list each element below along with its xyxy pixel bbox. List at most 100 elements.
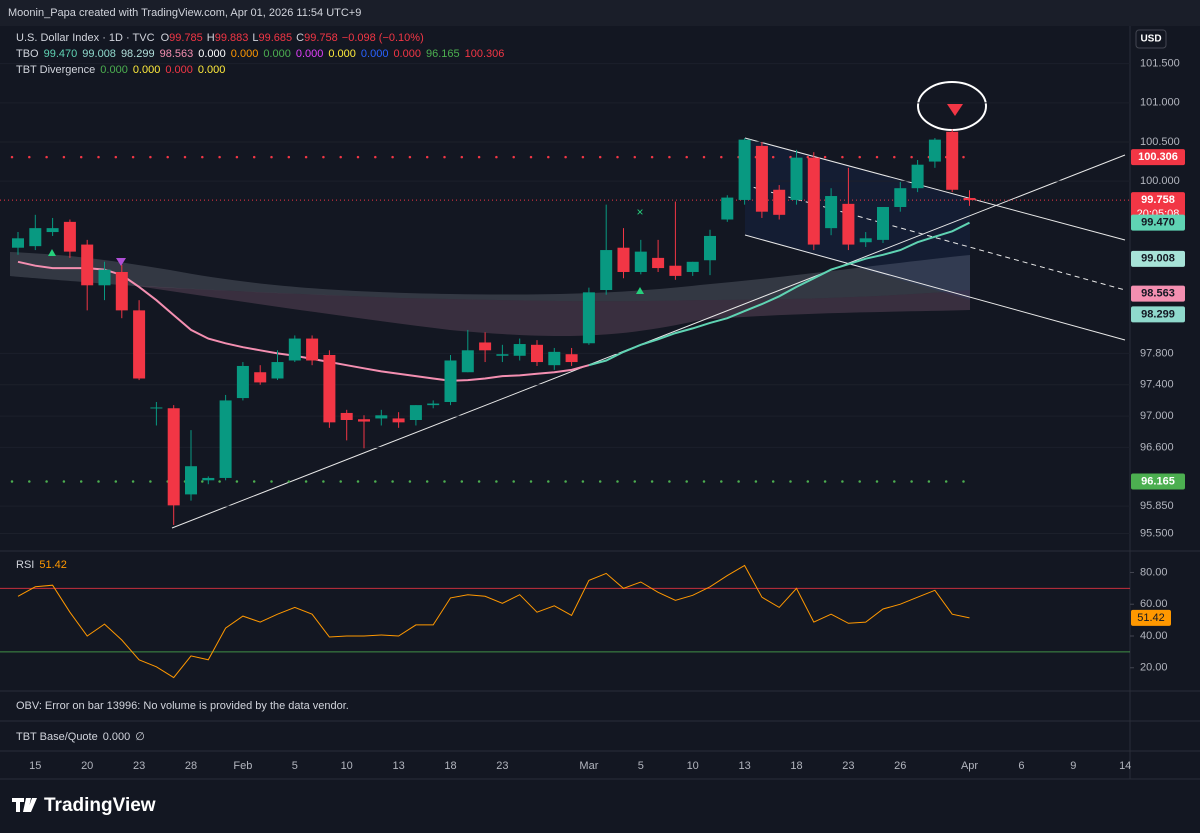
legend-row: TBO 99.470 99.008 98.299 98.563 0.000 0.000 0.0… [16,48,504,60]
x-tick-label: Feb [233,760,252,772]
base-quote: TBT Base/Quote 0.000 ∅ [16,731,145,743]
price-label: 100.306 [1138,151,1178,163]
cloud-band [130,285,970,336]
x-tick-label: 9 [1070,760,1076,772]
indicator-value: 0.000 [100,64,128,76]
channel-line [744,137,1126,241]
price-label-box [1131,214,1185,231]
price-label-box [1131,306,1185,323]
y-tick-label: 100.500 [1140,136,1180,148]
y-tick-label: 97.400 [1140,379,1174,391]
candle-body [928,139,941,162]
candle-body [375,415,388,419]
candle-body [859,238,872,243]
credit: Moonin_Papa created with TradingView.com… [8,7,361,19]
candle-body [479,342,492,351]
ohlc-key: C [296,32,304,44]
indicator-value: 0.000 [198,64,226,76]
candle-body [894,188,907,207]
candle-body [323,355,336,423]
indicator-value: 98.299 [121,48,155,60]
x-tick-label: 10 [687,760,699,772]
x-tick-label: 23 [496,760,508,772]
brand: TradingView [12,795,156,816]
ohlc-value: 99.758 [304,32,338,44]
signal-cross: × [636,205,643,219]
ohlc-key: O [161,32,170,44]
candle-body [790,157,803,200]
indicator-value: 0.000 [361,48,389,60]
obv-note: OBV: Error on bar 13996: No volume is pr… [16,700,349,712]
candle-body [98,269,111,286]
price-label: 99.758 [1141,194,1175,206]
candle-body [392,418,405,423]
signal-marker [48,249,56,256]
x-tick-label: 13 [738,760,750,772]
x-tick-label: 5 [292,760,298,772]
rsi-tick-label: 80.00 [1140,566,1168,578]
x-tick-label: 6 [1018,760,1024,772]
x-tick-label: 10 [341,760,353,772]
candle-body [444,360,457,402]
candle-body [271,362,284,379]
x-tick-label: 15 [29,760,41,772]
y-tick-label: 95.500 [1140,527,1174,539]
symbol: U.S. Dollar Index · 1D · TVC [16,32,155,44]
candle-body [46,228,59,233]
candle-body [877,206,889,240]
x-tick-label: 18 [790,760,802,772]
candle-body [946,131,959,190]
price-label: 98.299 [1141,308,1175,320]
indicator-value: 0.000 [198,48,226,60]
indicator-value: 99.008 [82,48,116,60]
indicator-name: TBT Divergence [16,64,95,76]
candle-body [531,344,543,363]
indicator-value: 0.000 [263,48,291,60]
candle-body [911,164,924,189]
candle-body [773,189,786,215]
signal-marker [116,258,126,266]
candle-body [634,251,647,272]
indicator-value: 0.000 [328,48,356,60]
ohlc-value: 99.685 [259,32,293,44]
candle-body [115,271,128,311]
candle-body [219,400,232,478]
candle-body [306,338,319,361]
candle-body [133,310,146,379]
x-tick-label: Apr [961,760,978,772]
candle-body [548,351,561,366]
x-tick-label: 23 [842,760,854,772]
indicator-value: 0.000 [231,48,259,60]
indicator-value: 96.165 [426,48,460,60]
y-tick-label: 97.800 [1140,347,1174,359]
candle-body [652,257,665,269]
candle-body [825,196,838,229]
candle-body [721,197,734,220]
rsi-legend: RSI 51.42 [16,559,67,571]
candle-body [669,265,682,276]
x-tick-label: 5 [638,760,644,772]
price-label-box [1131,285,1185,302]
base-quote-name: TBT Base/Quote [16,731,98,743]
y-tick-label: 101.500 [1140,58,1180,70]
candle-body [202,477,215,481]
cloud-band [10,252,970,302]
y-tick-label: 97.000 [1140,410,1174,422]
candle-body [167,408,180,506]
candle-body [150,407,163,409]
candle-body [358,419,370,422]
price-label: 98.563 [1141,288,1175,300]
rsi-tick-label: 40.00 [1140,630,1168,642]
candle-body [288,338,301,361]
candle-body [12,238,24,248]
rsi-name: RSI [16,559,34,571]
base-quote-symbol: ∅ [135,731,145,743]
candle-body [461,350,474,373]
x-tick-label: 13 [392,760,404,772]
change: −0.098 (−0.10%) [342,32,424,44]
y-tick-label: 95.850 [1140,500,1174,512]
indicator-value: 0.000 [296,48,324,60]
rsi-label: 51.42 [1137,612,1165,624]
candle-body [565,354,578,363]
